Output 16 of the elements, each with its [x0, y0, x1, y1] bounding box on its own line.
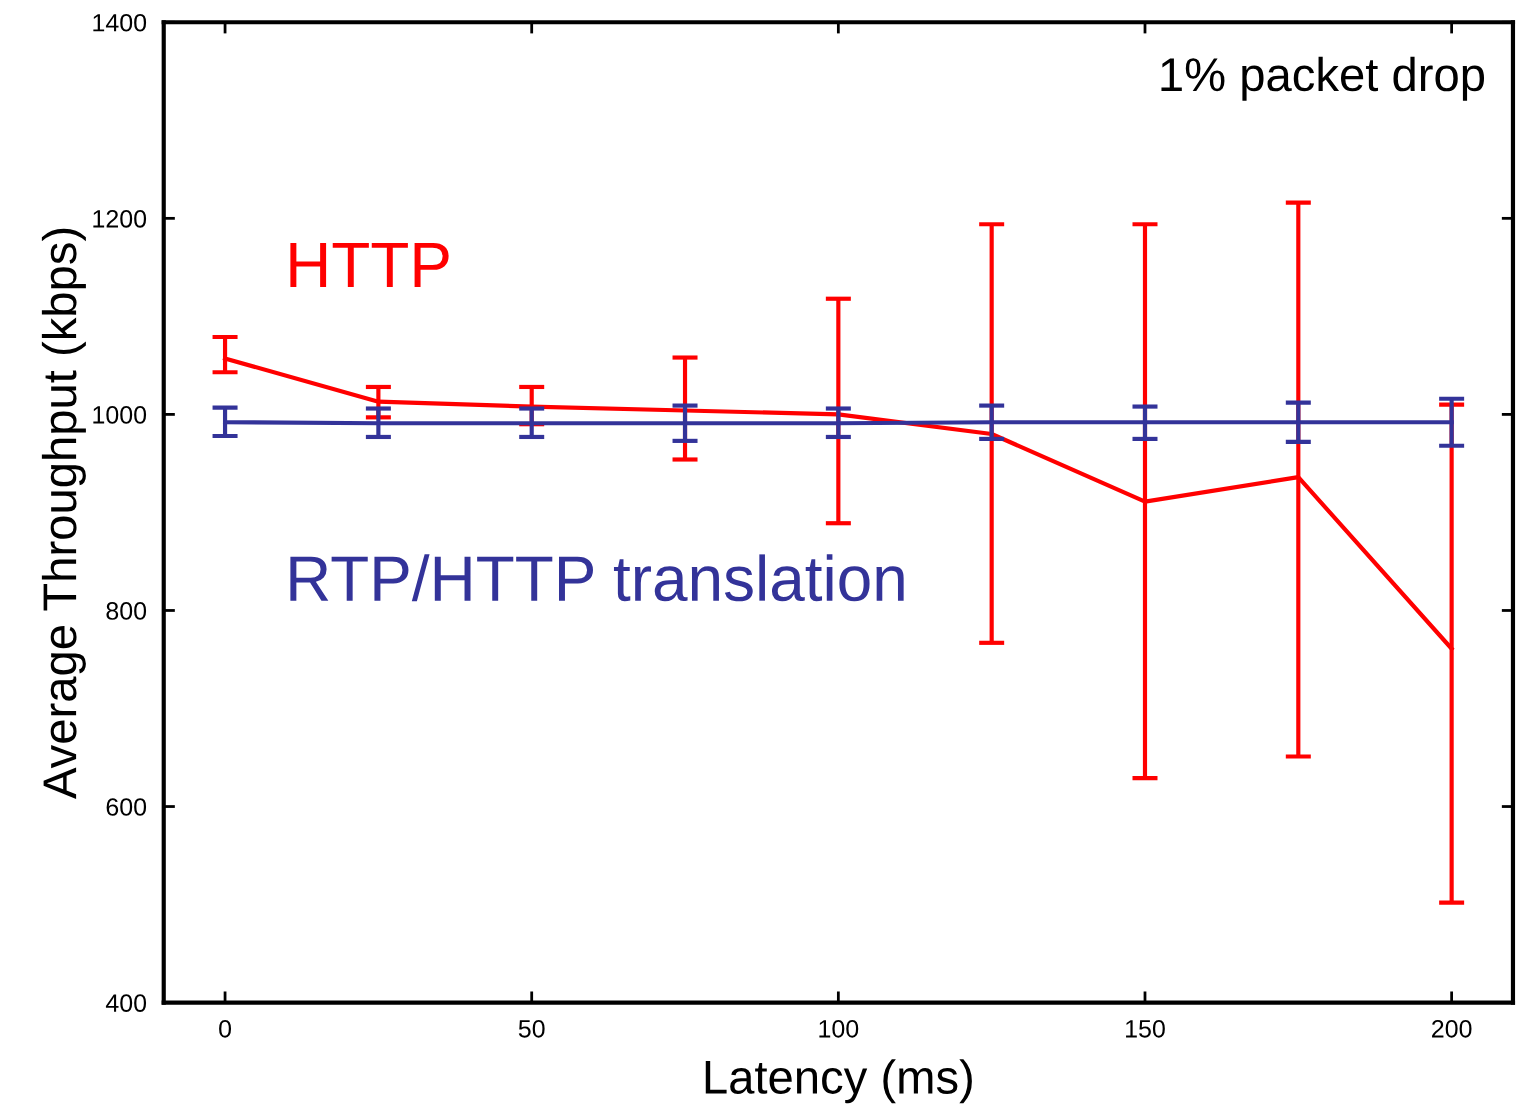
y-tick-label: 1200: [93, 209, 147, 228]
x-tick-label: 100: [819, 1019, 859, 1038]
x-tick-label: 0: [219, 1019, 232, 1038]
series-label: HTTP: [290, 243, 449, 287]
y-tick-label: 600: [106, 798, 147, 816]
annotation: 1% packet drop: [1161, 56, 1485, 101]
y-axis-title: Average Throughput (kbps): [41, 228, 86, 799]
y-tick-label: 800: [106, 602, 147, 620]
y-tick-label: 400: [105, 994, 147, 1012]
x-tick-label: 150: [1126, 1019, 1165, 1038]
y-tick-label: 1400: [93, 13, 147, 32]
text: RTP/HTTP translation: [290, 554, 904, 602]
x-tick-label: 50: [518, 1019, 545, 1038]
x-tick-label: 200: [1432, 1019, 1472, 1038]
x-axis-title: Latency (ms): [705, 1059, 972, 1104]
y-tick-label: 1000: [93, 406, 147, 424]
